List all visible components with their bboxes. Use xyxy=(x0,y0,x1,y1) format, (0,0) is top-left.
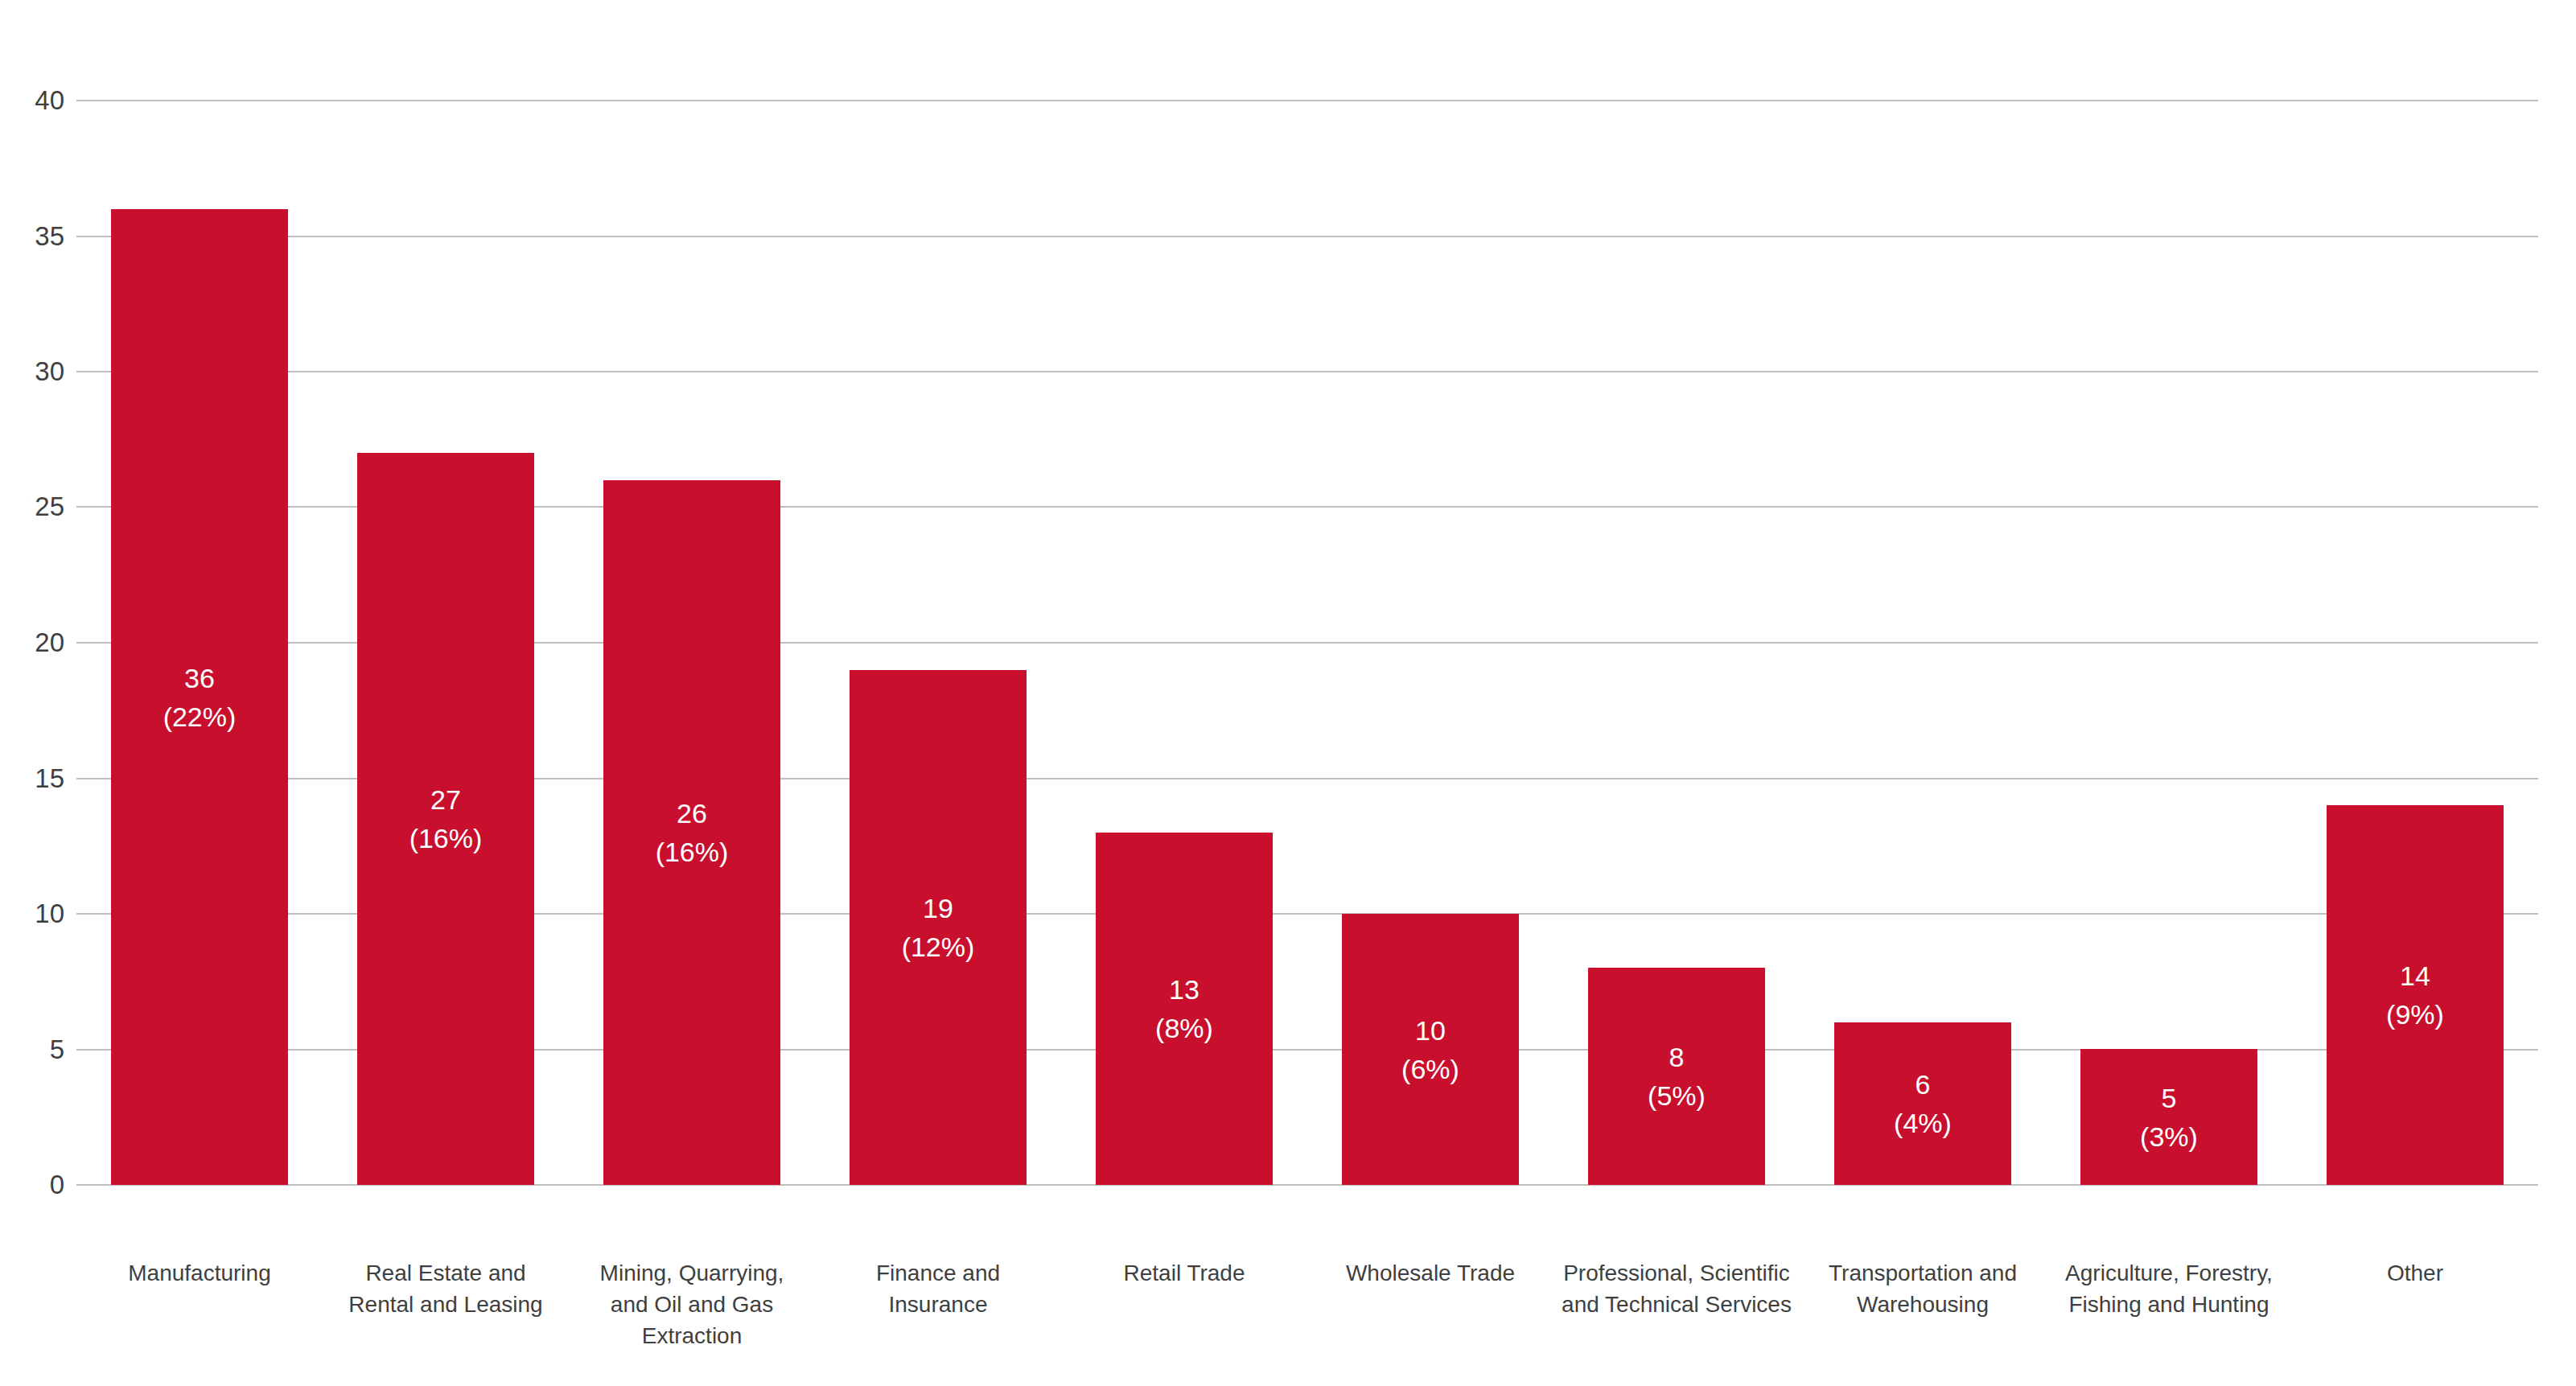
x-axis-label-line: Rental and Leasing xyxy=(313,1289,578,1320)
x-axis-label-manufacturing: Manufacturing xyxy=(67,1257,332,1289)
x-axis-label-line: Insurance xyxy=(805,1289,1071,1320)
x-axis-label-line: Real Estate and xyxy=(313,1257,578,1289)
x-axis-label-line: Extraction xyxy=(559,1320,825,1351)
x-axis-label-other: Other xyxy=(2282,1257,2548,1289)
x-axis-label-line: Warehousing xyxy=(1790,1289,2055,1320)
x-axis-label-agriculture-forestry-fishing-and-hunting: Agriculture, Forestry,Fishing and Huntin… xyxy=(2036,1257,2302,1320)
x-axis-label-line: Manufacturing xyxy=(67,1257,332,1289)
x-axis-label-line: and Technical Services xyxy=(1544,1289,1809,1320)
x-axis-label-line: and Oil and Gas xyxy=(559,1289,825,1320)
x-axis-label-line: Agriculture, Forestry, xyxy=(2036,1257,2302,1289)
x-axis-label-retail-trade: Retail Trade xyxy=(1051,1257,1317,1289)
x-axis-label-mining-quarrying-and-oil-and-gas-extraction: Mining, Quarrying,and Oil and GasExtract… xyxy=(559,1257,825,1351)
x-axis-label-line: Retail Trade xyxy=(1051,1257,1317,1289)
x-axis-label-transportation-and-warehousing: Transportation andWarehousing xyxy=(1790,1257,2055,1320)
x-axis-label-line: Wholesale Trade xyxy=(1298,1257,1563,1289)
x-axis-label-line: Professional, Scientific xyxy=(1544,1257,1809,1289)
x-axis-label-line: Other xyxy=(2282,1257,2548,1289)
x-axis-label-professional-scientific-and-technical-services: Professional, Scientificand Technical Se… xyxy=(1544,1257,1809,1320)
x-axis-label-real-estate-and-rental-and-leasing: Real Estate andRental and Leasing xyxy=(313,1257,578,1320)
x-axis-label-wholesale-trade: Wholesale Trade xyxy=(1298,1257,1563,1289)
x-axis: ManufacturingReal Estate andRental and L… xyxy=(0,0,2576,1386)
bar-chart: 0510152025303540 36(22%)27(16%)26(16%)19… xyxy=(0,0,2576,1386)
x-axis-label-line: Fishing and Hunting xyxy=(2036,1289,2302,1320)
x-axis-label-finance-and-insurance: Finance andInsurance xyxy=(805,1257,1071,1320)
x-axis-label-line: Mining, Quarrying, xyxy=(559,1257,825,1289)
x-axis-label-line: Transportation and xyxy=(1790,1257,2055,1289)
x-axis-label-line: Finance and xyxy=(805,1257,1071,1289)
